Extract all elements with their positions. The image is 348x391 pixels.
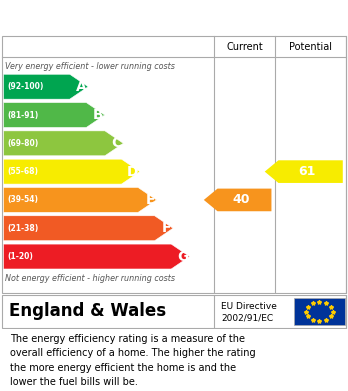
- Polygon shape: [3, 244, 190, 269]
- Polygon shape: [204, 188, 271, 211]
- Polygon shape: [3, 216, 173, 241]
- Text: C: C: [112, 136, 122, 150]
- Text: A: A: [76, 80, 87, 94]
- Text: F: F: [162, 221, 172, 235]
- Text: Not energy efficient - higher running costs: Not energy efficient - higher running co…: [5, 274, 175, 283]
- Text: Very energy efficient - lower running costs: Very energy efficient - lower running co…: [5, 61, 175, 71]
- Text: (21-38): (21-38): [8, 224, 39, 233]
- Polygon shape: [3, 74, 88, 99]
- Text: B: B: [93, 108, 103, 122]
- Text: D: D: [127, 165, 139, 179]
- Text: (69-80): (69-80): [8, 139, 39, 148]
- Polygon shape: [265, 160, 343, 183]
- Text: (55-68): (55-68): [8, 167, 39, 176]
- Polygon shape: [3, 159, 140, 184]
- Bar: [294, 298, 345, 325]
- Text: (1-20): (1-20): [8, 252, 33, 261]
- Polygon shape: [3, 102, 105, 127]
- Text: (92-100): (92-100): [8, 82, 44, 91]
- Text: England & Wales: England & Wales: [9, 303, 166, 321]
- Text: (81-91): (81-91): [8, 111, 39, 120]
- Text: 61: 61: [299, 165, 316, 178]
- Text: Energy Efficiency Rating: Energy Efficiency Rating: [10, 12, 220, 27]
- Text: 2002/91/EC: 2002/91/EC: [221, 313, 273, 322]
- Text: Current: Current: [226, 42, 263, 52]
- Polygon shape: [3, 131, 123, 156]
- Text: Potential: Potential: [289, 42, 332, 52]
- Text: 40: 40: [232, 194, 250, 206]
- Text: G: G: [177, 249, 188, 264]
- Text: The energy efficiency rating is a measure of the
overall efficiency of a home. T: The energy efficiency rating is a measur…: [10, 334, 256, 387]
- Text: E: E: [145, 193, 155, 207]
- Text: EU Directive: EU Directive: [221, 302, 277, 311]
- Text: (39-54): (39-54): [8, 196, 39, 204]
- Polygon shape: [3, 187, 157, 212]
